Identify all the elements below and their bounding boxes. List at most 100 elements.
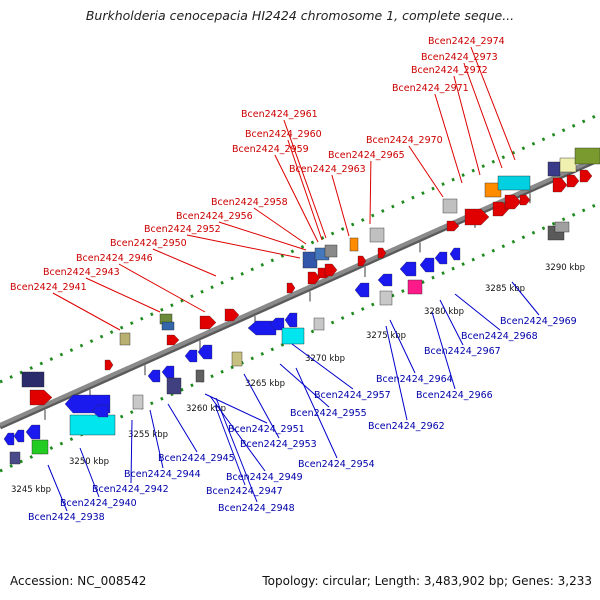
- gene-label-bottom[interactable]: Bcen2424_2945: [158, 453, 235, 464]
- gene-label-bottom[interactable]: Bcen2424_2954: [298, 459, 375, 470]
- gene-arrow-reverse[interactable]: [197, 344, 213, 360]
- gene-label-bottom[interactable]: Bcen2424_2955: [290, 408, 367, 419]
- gene-label-bottom[interactable]: Bcen2424_2967: [424, 346, 501, 357]
- gene-label-bottom[interactable]: Bcen2424_2957: [314, 390, 391, 401]
- gene-label-top[interactable]: Bcen2424_2959: [232, 144, 309, 155]
- gene-feature[interactable]: [119, 332, 131, 346]
- leader-line-bottom: [295, 367, 338, 459]
- leader-line-bottom: [204, 393, 268, 424]
- gene-label-top[interactable]: Bcen2424_2963: [289, 164, 366, 175]
- gene-label-bottom[interactable]: Bcen2424_2942: [92, 484, 169, 495]
- gene-label-bottom[interactable]: Bcen2424_2968: [461, 331, 538, 342]
- gene-arrow-reverse[interactable]: [419, 257, 435, 273]
- gene-label-bottom[interactable]: Bcen2424_2947: [206, 486, 283, 497]
- gene-arrow-reverse[interactable]: [434, 251, 448, 265]
- gene-arrow-forward[interactable]: [504, 194, 522, 210]
- gene-arrow-reverse[interactable]: [25, 424, 41, 440]
- gene-feature[interactable]: [369, 227, 385, 243]
- gene-feature[interactable]: [9, 451, 21, 465]
- gene-arrow-forward[interactable]: [166, 334, 180, 346]
- gene-arrow-forward[interactable]: [104, 359, 114, 371]
- gene-arrow-forward[interactable]: [377, 247, 387, 259]
- gene-arrow-forward[interactable]: [566, 174, 580, 188]
- gene-feature[interactable]: [407, 279, 423, 295]
- gene-arrow-reverse[interactable]: [91, 404, 109, 418]
- gene-feature[interactable]: [69, 414, 116, 436]
- gene-label-bottom[interactable]: Bcen2424_2949: [226, 472, 303, 483]
- gene-label-top[interactable]: Bcen2424_2956: [176, 211, 253, 222]
- gene-label-bottom[interactable]: Bcen2424_2951: [228, 424, 305, 435]
- gene-arrow-forward[interactable]: [446, 220, 460, 232]
- gene-label-bottom[interactable]: Bcen2424_2966: [416, 390, 493, 401]
- scale-label: 3260 kbp: [186, 404, 226, 414]
- gene-arrow-reverse[interactable]: [399, 261, 417, 277]
- gene-label-top[interactable]: Bcen2424_2946: [76, 253, 153, 264]
- gene-arrow-forward[interactable]: [307, 271, 321, 285]
- gene-label-top[interactable]: Bcen2424_2970: [366, 135, 443, 146]
- gene-feature[interactable]: [281, 327, 305, 345]
- gene-label-bottom[interactable]: Bcen2424_2948: [218, 503, 295, 514]
- gene-feature[interactable]: [349, 237, 359, 252]
- gene-arrow-reverse[interactable]: [13, 429, 25, 443]
- gene-arrow-forward[interactable]: [519, 194, 531, 206]
- leader-line-top: [152, 248, 217, 277]
- gene-feature[interactable]: [166, 377, 182, 395]
- gene-arrow-reverse[interactable]: [377, 273, 393, 287]
- leader-line-bottom: [149, 409, 164, 469]
- gene-feature[interactable]: [231, 351, 243, 367]
- gene-label-bottom[interactable]: Bcen2424_2964: [376, 374, 453, 385]
- gene-feature[interactable]: [21, 371, 45, 388]
- gene-arrow-forward[interactable]: [29, 389, 53, 406]
- gene-arrow-forward[interactable]: [286, 282, 296, 294]
- gene-feature[interactable]: [132, 394, 144, 410]
- gene-feature[interactable]: [497, 175, 531, 191]
- leader-line-top: [408, 145, 444, 198]
- gene-arrow-forward[interactable]: [324, 263, 338, 277]
- gene-label-top[interactable]: Bcen2424_2972: [411, 65, 488, 76]
- gene-arrow-reverse[interactable]: [184, 349, 198, 363]
- gene-feature[interactable]: [161, 321, 175, 331]
- gene-label-top[interactable]: Bcen2424_2950: [110, 238, 187, 249]
- gene-label-bottom[interactable]: Bcen2424_2953: [240, 439, 317, 450]
- gene-label-top[interactable]: Bcen2424_2961: [241, 109, 318, 120]
- leader-line-bottom: [130, 419, 133, 484]
- gene-label-bottom[interactable]: Bcen2424_2962: [368, 421, 445, 432]
- gene-arrow-reverse[interactable]: [161, 365, 175, 379]
- gene-arrow-reverse[interactable]: [354, 282, 370, 298]
- gene-feature[interactable]: [554, 221, 570, 233]
- gene-label-bottom[interactable]: Bcen2424_2944: [124, 469, 201, 480]
- gene-arrow-reverse[interactable]: [247, 320, 277, 336]
- gene-arrow-reverse[interactable]: [449, 247, 461, 261]
- gene-feature[interactable]: [379, 290, 393, 306]
- gene-arrow-reverse[interactable]: [284, 312, 298, 328]
- gene-label-top[interactable]: Bcen2424_2960: [245, 129, 322, 140]
- gene-feature[interactable]: [324, 244, 338, 258]
- gene-label-top[interactable]: Bcen2424_2973: [421, 52, 498, 63]
- gene-feature[interactable]: [442, 198, 458, 214]
- gene-label-bottom[interactable]: Bcen2424_2969: [500, 316, 577, 327]
- gene-arrow-forward[interactable]: [357, 255, 367, 267]
- gene-label-top[interactable]: Bcen2424_2965: [328, 150, 405, 161]
- gene-arrow-forward[interactable]: [579, 169, 593, 183]
- gene-feature[interactable]: [31, 439, 49, 455]
- gene-label-bottom[interactable]: Bcen2424_2938: [28, 512, 105, 523]
- gene-arrow-forward[interactable]: [224, 308, 240, 322]
- gene-label-top[interactable]: Bcen2424_2974: [428, 36, 505, 47]
- gene-label-top[interactable]: Bcen2424_2943: [43, 267, 120, 278]
- gene-label-top[interactable]: Bcen2424_2958: [211, 197, 288, 208]
- gene-arrow-reverse[interactable]: [3, 432, 15, 446]
- gene-arrow-reverse[interactable]: [147, 369, 161, 383]
- gene-feature[interactable]: [313, 317, 325, 331]
- gene-label-top[interactable]: Bcen2424_2971: [392, 83, 469, 94]
- gene-label-bottom[interactable]: Bcen2424_2940: [60, 498, 137, 509]
- gene-feature[interactable]: [574, 147, 600, 165]
- gene-feature[interactable]: [547, 161, 561, 177]
- gene-arrow-forward[interactable]: [199, 315, 217, 330]
- gene-feature[interactable]: [195, 369, 205, 383]
- gene-label-top[interactable]: Bcen2424_2941: [10, 282, 87, 293]
- gene-label-top[interactable]: Bcen2424_2952: [144, 224, 221, 235]
- gene-arrow-forward[interactable]: [552, 177, 568, 193]
- gene-arrow-forward[interactable]: [464, 208, 490, 226]
- gene-feature[interactable]: [559, 157, 577, 173]
